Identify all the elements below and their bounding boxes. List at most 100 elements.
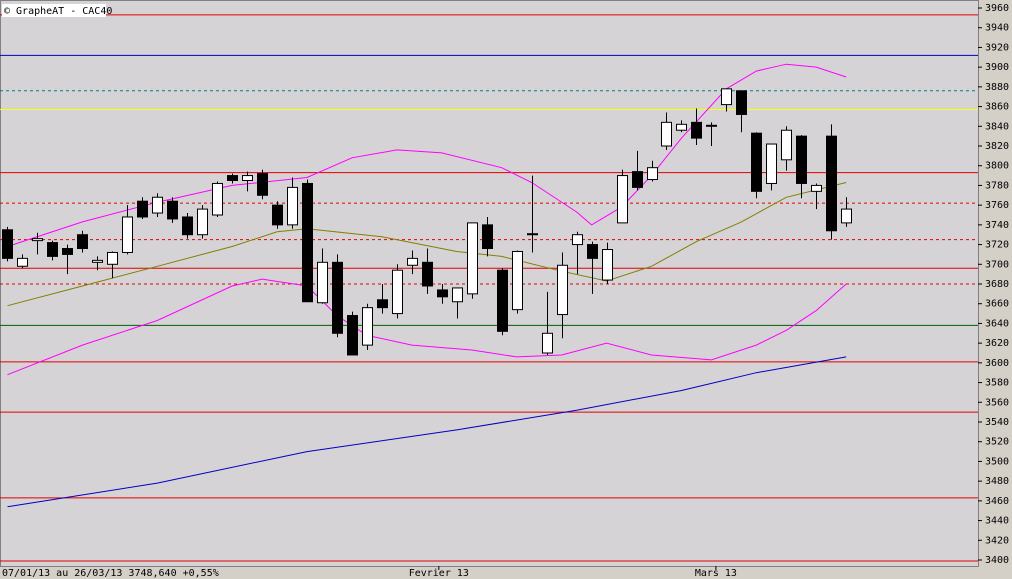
candle-body: [32, 238, 43, 242]
y-tick-label: 3880: [985, 82, 1009, 93]
candles: [2, 88, 852, 356]
candle-body: [242, 175, 253, 181]
candle-body: [706, 124, 717, 127]
candle-body: [736, 90, 747, 115]
y-tick-label: 3420: [985, 535, 1009, 546]
candle-body: [467, 222, 478, 295]
levels: [0, 14, 978, 562]
candle-body: [212, 182, 223, 216]
y-tick-label: 3580: [985, 378, 1009, 389]
candle-body: [17, 257, 28, 267]
footer: 07/01/13 au 26/03/13 3748,640 +0,55%: [2, 568, 219, 579]
candle-body: [602, 249, 613, 281]
candle-body: [766, 143, 777, 184]
candle-body: [257, 173, 268, 196]
indicator-line: [7, 182, 847, 307]
candle-body: [572, 234, 583, 246]
y-tick-label: 3700: [985, 259, 1009, 270]
candle-body: [632, 171, 643, 188]
candle-body: [92, 259, 103, 263]
candle-body: [841, 208, 852, 224]
indicator-line: [7, 278, 847, 376]
candle-body: [362, 307, 373, 346]
indicator-line: [7, 63, 847, 247]
candle-body: [796, 135, 807, 184]
candle-body: [751, 132, 762, 192]
candle-body: [47, 242, 58, 257]
candle-body: [422, 261, 433, 287]
candle-body: [437, 289, 448, 298]
y-tick-label: 3400: [985, 555, 1009, 566]
plot-area: [0, 0, 979, 567]
candle-body: [512, 250, 523, 311]
candle-body: [137, 200, 148, 218]
candle-body: [197, 208, 208, 236]
candle-body: [182, 216, 193, 236]
y-tick-label: 3940: [985, 23, 1009, 34]
candle-body: [676, 123, 687, 131]
indicators: [7, 63, 847, 508]
candle-body: [122, 216, 133, 253]
candle-body: [647, 167, 658, 181]
y-tick-label: 3680: [985, 279, 1009, 290]
candle-body: [482, 224, 493, 250]
y-tick-label: 3560: [985, 397, 1009, 408]
y-tick-label: 3800: [985, 161, 1009, 172]
candle-body: [497, 269, 508, 332]
y-tick-label: 3840: [985, 121, 1009, 132]
y-tick-label: 3600: [985, 358, 1009, 369]
candle-body: [107, 251, 118, 265]
y-tick-label: 3920: [985, 42, 1009, 53]
candle-body: [407, 257, 418, 266]
y-tick-label: 3900: [985, 62, 1009, 73]
y-tick-label: 3440: [985, 516, 1009, 527]
y-tick-label: 3460: [985, 496, 1009, 507]
candle-body: [781, 129, 792, 161]
chart-title: © GrapheAT - CAC40: [4, 6, 112, 17]
axes: 3400 3420 3440 3460 3480 3500 3520 3540 3560 3580…: [409, 3, 1009, 579]
y-tick-label: 3960: [985, 3, 1009, 14]
candle-body: [377, 299, 388, 309]
candle-body: [557, 264, 568, 316]
candle-body: [287, 186, 298, 226]
candle-body: [77, 234, 88, 250]
candle-body: [527, 233, 538, 236]
y-tick-label: 3740: [985, 220, 1009, 231]
candle-body: [2, 229, 13, 259]
y-tick-label: 3720: [985, 240, 1009, 251]
y-tick-label: 3640: [985, 318, 1009, 329]
candle-body: [302, 182, 313, 303]
candle-body: [587, 244, 598, 259]
y-tick-label: 3520: [985, 437, 1009, 448]
candle-body: [317, 261, 328, 304]
indicator-line: [7, 356, 847, 508]
candle-body: [617, 175, 628, 224]
candle-body: [62, 248, 73, 255]
candle-body: [272, 204, 283, 226]
candle-body: [452, 287, 463, 303]
y-tick-label: 3860: [985, 102, 1009, 113]
candle-body: [347, 315, 358, 356]
x-tick-label: Mars 13: [695, 568, 737, 579]
y-tick-label: 3540: [985, 417, 1009, 428]
candle-body: [661, 121, 672, 147]
y-tick-label: 3820: [985, 141, 1009, 152]
y-tick-label: 3620: [985, 338, 1009, 349]
candle-body: [152, 196, 163, 214]
candle-body: [542, 332, 553, 354]
x-tick-label: Fevrier 13: [409, 568, 469, 579]
candle-body: [721, 88, 732, 106]
candle-body: [332, 261, 343, 334]
candle-body: [811, 184, 822, 192]
y-tick-label: 3780: [985, 180, 1009, 191]
y-tick-label: 3760: [985, 200, 1009, 211]
y-tick-label: 3480: [985, 476, 1009, 487]
y-tick-label: 3500: [985, 456, 1009, 467]
title-box: [2, 4, 106, 17]
candle-body: [392, 269, 403, 315]
y-tick-label: 3660: [985, 299, 1009, 310]
candle-body: [691, 121, 702, 139]
candle-body: [826, 135, 837, 232]
